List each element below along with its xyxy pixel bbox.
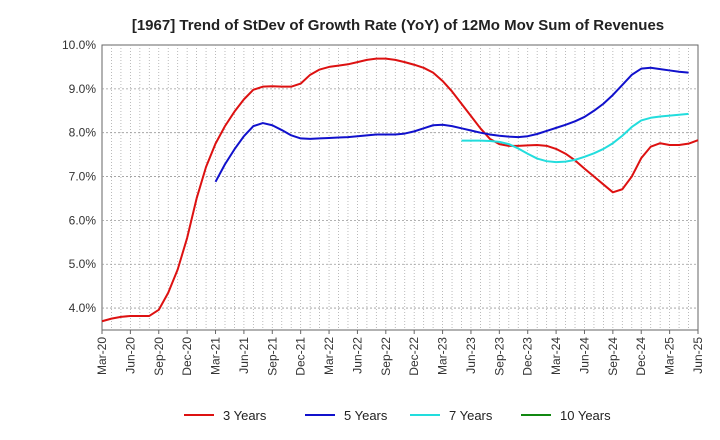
series-lines (101, 57, 699, 323)
x-tick-label: Sep-20 (152, 337, 166, 376)
legend: 3 Years 5 Years 7 Years 10 Years (184, 408, 611, 423)
x-tick-label: Jun-21 (237, 337, 251, 374)
x-tick-label: Dec-21 (294, 337, 308, 376)
x-tick-label: Mar-22 (322, 337, 336, 375)
x-tick-label: Sep-22 (379, 337, 393, 376)
x-tick-label: Sep-21 (265, 337, 279, 376)
x-tick-label: Dec-23 (521, 337, 535, 376)
x-tick-label: Dec-22 (407, 337, 421, 376)
grid-lines (102, 45, 698, 330)
chart-title: [1967] Trend of StDev of Growth Rate (Yo… (132, 17, 664, 34)
x-tick-label: Sep-23 (492, 337, 506, 376)
x-tick-label: Jun-22 (350, 337, 364, 374)
x-tick-label: Mar-20 (95, 337, 109, 375)
y-tick-label: 6.0% (69, 213, 97, 227)
series-line-3-years (101, 57, 699, 323)
y-tick-label: 4.0% (69, 301, 97, 315)
y-tick-label: 8.0% (69, 126, 97, 140)
legend-label: 3 Years (223, 408, 267, 423)
x-tick-label: Mar-25 (663, 337, 677, 375)
legend-label: 10 Years (560, 408, 611, 423)
x-tick-label: Dec-20 (180, 337, 194, 376)
legend-label: 5 Years (344, 408, 388, 423)
plot-area (101, 44, 699, 331)
x-tick-label: Mar-21 (209, 337, 223, 375)
y-tick-label: 5.0% (69, 257, 97, 271)
x-tick-label: Jun-20 (123, 337, 137, 374)
x-tick-label: Sep-24 (606, 337, 620, 376)
series-line-5-years (214, 66, 689, 183)
x-tick-label: Jun-23 (464, 337, 478, 374)
x-tick-label: Jun-25 (691, 337, 705, 374)
y-tick-label: 10.0% (62, 38, 96, 52)
series-line-7-years (461, 112, 689, 164)
y-tick-label: 9.0% (69, 82, 97, 96)
legend-label: 7 Years (449, 408, 493, 423)
y-tick-label: 7.0% (69, 170, 97, 184)
x-tick-label: Mar-23 (436, 337, 450, 375)
x-tick-label: Jun-24 (577, 337, 591, 374)
x-tick-label: Mar-24 (549, 337, 563, 375)
x-axis: Mar-20 Jun-20 Sep-20 Dec-20 Mar-21 Jun-21 Sep-… (95, 330, 705, 376)
x-tick-label: Dec-24 (634, 337, 648, 376)
y-axis: 4.0% 5.0% 6.0% 7.0% 8.0% 9.0% 10.0% (62, 38, 96, 315)
